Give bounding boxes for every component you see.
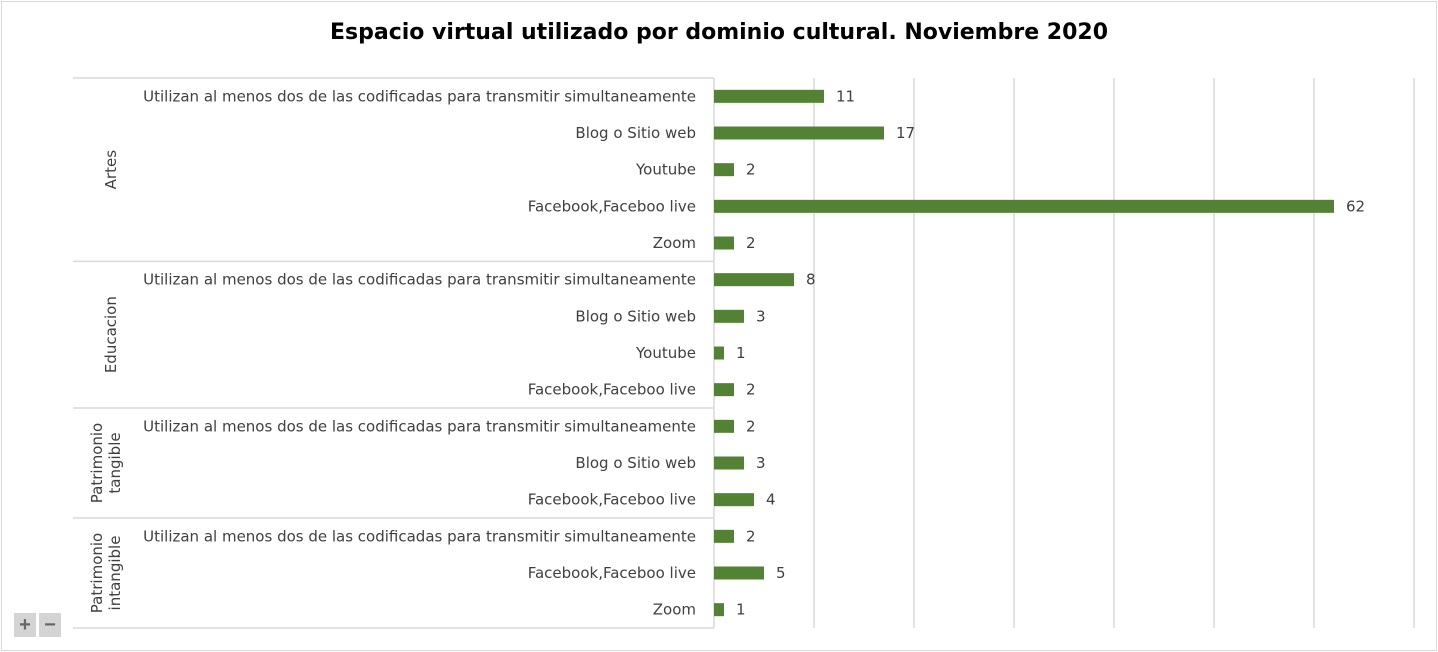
bar: [714, 603, 724, 617]
data-label: 62: [1346, 197, 1365, 215]
data-label: 4: [766, 491, 776, 509]
group-label: Patrimoniotangible: [88, 423, 124, 503]
category-label: Facebook,Faceboo live: [528, 564, 696, 582]
data-label: 3: [756, 454, 766, 472]
zoom-in-button[interactable]: +: [14, 613, 36, 637]
bar: [714, 383, 734, 397]
category-label: Utilizan al menos dos de las codificadas…: [143, 87, 696, 105]
bar: [714, 529, 734, 543]
group-label: Artes: [102, 150, 120, 190]
category-label: Blog o Sitio web: [575, 307, 696, 325]
data-label: 1: [736, 344, 746, 362]
group-label: Patrimoniointangible: [88, 533, 124, 613]
zoom-out-button[interactable]: −: [39, 613, 61, 637]
bar: [714, 309, 744, 323]
data-label: 2: [746, 381, 756, 399]
category-label: Facebook,Faceboo live: [528, 491, 696, 509]
bar: [714, 273, 794, 287]
data-label: 2: [746, 527, 756, 545]
data-label: 3: [756, 307, 766, 325]
category-label: Utilizan al menos dos de las codificadas…: [143, 417, 696, 435]
category-label: Facebook,Faceboo live: [528, 381, 696, 399]
bar: [714, 126, 884, 140]
data-label: 5: [776, 564, 786, 582]
category-label: Blog o Sitio web: [575, 454, 696, 472]
category-label: Zoom: [653, 601, 696, 619]
category-label: Utilizan al menos dos de las codificadas…: [143, 271, 696, 289]
data-label: 8: [806, 271, 816, 289]
data-label: 17: [896, 124, 915, 142]
category-label: Blog o Sitio web: [575, 124, 696, 142]
data-label: 1: [736, 601, 746, 619]
bar: [714, 163, 734, 177]
data-label: 11: [836, 87, 855, 105]
chart-title: Espacio virtual utilizado por dominio cu…: [329, 20, 1108, 45]
bar: [714, 199, 1334, 213]
category-label: Youtube: [635, 344, 696, 362]
bar: [714, 566, 764, 580]
data-label: 2: [746, 161, 756, 179]
group-label: Educacion: [102, 296, 120, 373]
category-label: Youtube: [635, 161, 696, 179]
category-label: Utilizan al menos dos de las codificadas…: [143, 527, 696, 545]
bar: [714, 346, 724, 360]
data-label: 2: [746, 234, 756, 252]
bar: [714, 456, 744, 470]
category-label: Facebook,Faceboo live: [528, 197, 696, 215]
bar: [714, 493, 754, 507]
category-label: Zoom: [653, 234, 696, 252]
bar: [714, 419, 734, 433]
data-label: 2: [746, 417, 756, 435]
bar: [714, 89, 824, 103]
bar: [714, 236, 734, 250]
